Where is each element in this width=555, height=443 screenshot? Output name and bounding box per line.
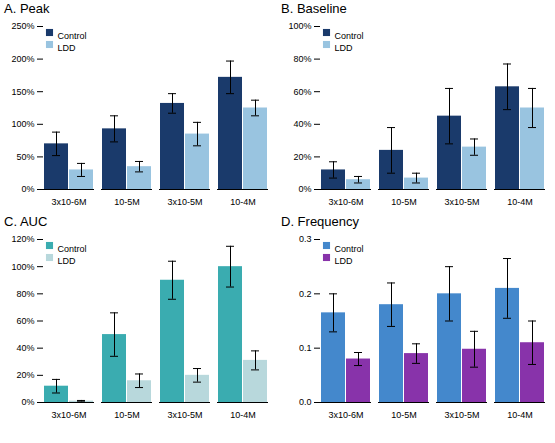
svg-text:10-4M: 10-4M: [230, 197, 256, 207]
svg-text:LDD: LDD: [58, 256, 77, 266]
svg-text:Control: Control: [58, 244, 87, 254]
svg-text:10-4M: 10-4M: [507, 197, 533, 207]
svg-text:3x10-6M: 3x10-6M: [51, 410, 86, 420]
svg-text:100%: 100%: [11, 119, 34, 129]
svg-text:0.2: 0.2: [299, 289, 312, 299]
svg-text:Control: Control: [58, 31, 87, 41]
svg-text:40%: 40%: [16, 343, 34, 353]
svg-text:0.0: 0.0: [299, 397, 312, 407]
svg-text:20%: 20%: [293, 152, 311, 162]
svg-text:10-4M: 10-4M: [507, 410, 533, 420]
svg-text:0%: 0%: [298, 184, 311, 194]
svg-text:0.3: 0.3: [299, 234, 312, 244]
svg-text:10-5M: 10-5M: [391, 197, 417, 207]
svg-text:Control: Control: [335, 244, 364, 254]
svg-text:250%: 250%: [11, 21, 34, 31]
svg-text:3x10-6M: 3x10-6M: [51, 197, 86, 207]
svg-text:3x10-5M: 3x10-5M: [167, 197, 202, 207]
svg-text:LDD: LDD: [335, 43, 354, 53]
svg-text:3x10-5M: 3x10-5M: [167, 410, 202, 420]
svg-text:150%: 150%: [11, 87, 34, 97]
svg-text:20%: 20%: [16, 370, 34, 380]
svg-text:120%: 120%: [11, 234, 34, 244]
svg-text:3x10-5M: 3x10-5M: [444, 410, 479, 420]
svg-text:10-4M: 10-4M: [230, 410, 256, 420]
svg-text:80%: 80%: [293, 54, 311, 64]
svg-text:50%: 50%: [16, 152, 34, 162]
svg-text:0.1: 0.1: [299, 343, 312, 353]
svg-text:3x10-5M: 3x10-5M: [444, 197, 479, 207]
html-text:D. Frequency: D. Frequency: [281, 214, 359, 229]
svg-text:0%: 0%: [21, 184, 34, 194]
svg-text:60%: 60%: [16, 316, 34, 326]
html-text:A. Peak: A. Peak: [4, 1, 50, 16]
svg-text:40%: 40%: [293, 119, 311, 129]
svg-text:LDD: LDD: [335, 256, 354, 266]
svg-text:80%: 80%: [16, 289, 34, 299]
svg-text:10-5M: 10-5M: [391, 410, 417, 420]
svg-text:100%: 100%: [288, 21, 311, 31]
svg-text:60%: 60%: [293, 87, 311, 97]
svg-text:3x10-6M: 3x10-6M: [328, 410, 363, 420]
svg-text:100%: 100%: [11, 262, 34, 272]
html-text:C. AUC: C. AUC: [4, 214, 48, 229]
svg-text:10-5M: 10-5M: [114, 197, 140, 207]
svg-text:LDD: LDD: [58, 43, 77, 53]
svg-text:10-5M: 10-5M: [114, 410, 140, 420]
svg-text:3x10-6M: 3x10-6M: [328, 197, 363, 207]
svg-text:Control: Control: [335, 31, 364, 41]
svg-text:200%: 200%: [11, 54, 34, 64]
html-text:B. Baseline: B. Baseline: [281, 1, 347, 16]
svg-text:0%: 0%: [21, 397, 34, 407]
